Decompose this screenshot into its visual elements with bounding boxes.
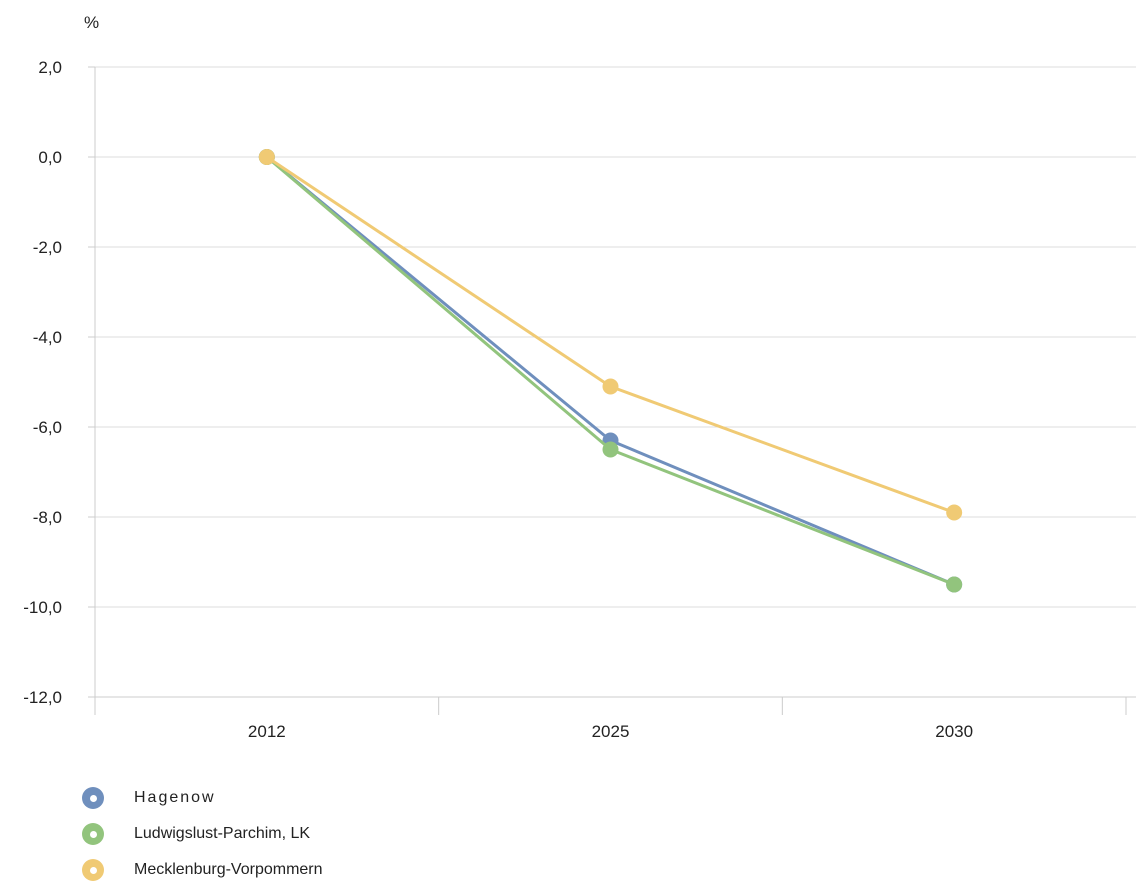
- series-line: [265, 155, 955, 586]
- legend-item: Ludwigslust-Parchim, LK: [82, 816, 323, 852]
- y-tick-label: 2,0: [38, 58, 62, 77]
- legend-item: Mecklenburg-Vorpommern: [82, 852, 323, 888]
- legend-marker-center: [89, 830, 97, 838]
- legend-label: Mecklenburg-Vorpommern: [134, 861, 323, 878]
- data-point: [602, 378, 619, 395]
- legend-label: Ludwigslust-Parchim, LK: [134, 825, 311, 842]
- chart-svg: % 2,0 0,0 -2,0 -4,0 -6,0 -8,0 -10,0 -12,0 2012 20…: [23, 13, 1136, 741]
- y-tick-label: -6,0: [33, 418, 62, 437]
- data-point: [602, 441, 619, 458]
- y-axis-unit-label: %: [84, 13, 99, 32]
- legend-marker-center: [89, 866, 97, 874]
- series-line: [265, 155, 955, 586]
- y-tick-label: -4,0: [33, 328, 62, 347]
- legend-label: Hagenow: [134, 789, 216, 806]
- legend-marker-icon: [82, 859, 104, 881]
- legend-item: Hagenow: [82, 780, 323, 816]
- legend-marker-icon: [82, 823, 104, 845]
- legend-marker-icon: [82, 787, 104, 809]
- y-tick-label: -10,0: [23, 598, 62, 617]
- y-tick-label: -2,0: [33, 238, 62, 257]
- data-point: [946, 504, 963, 521]
- series-line: [266, 155, 955, 514]
- x-tick-label: 2025: [592, 722, 630, 741]
- y-tick-label: 0,0: [38, 148, 62, 167]
- series-layer: [258, 149, 963, 593]
- y-tick-label: -12,0: [23, 688, 62, 707]
- axis-layer: 2,0 0,0 -2,0 -4,0 -6,0 -8,0 -10,0 -12,0 2012 2025…: [23, 58, 1136, 741]
- legend: Hagenow Ludwigslust-Parchim, LK Mecklenbur…: [82, 780, 323, 888]
- x-tick-label: 2030: [935, 722, 973, 741]
- legend-marker-center: [89, 794, 97, 802]
- x-tick-label: 2012: [248, 722, 286, 741]
- y-tick-label: -8,0: [33, 508, 62, 527]
- data-point: [946, 576, 963, 593]
- data-point: [258, 149, 275, 165]
